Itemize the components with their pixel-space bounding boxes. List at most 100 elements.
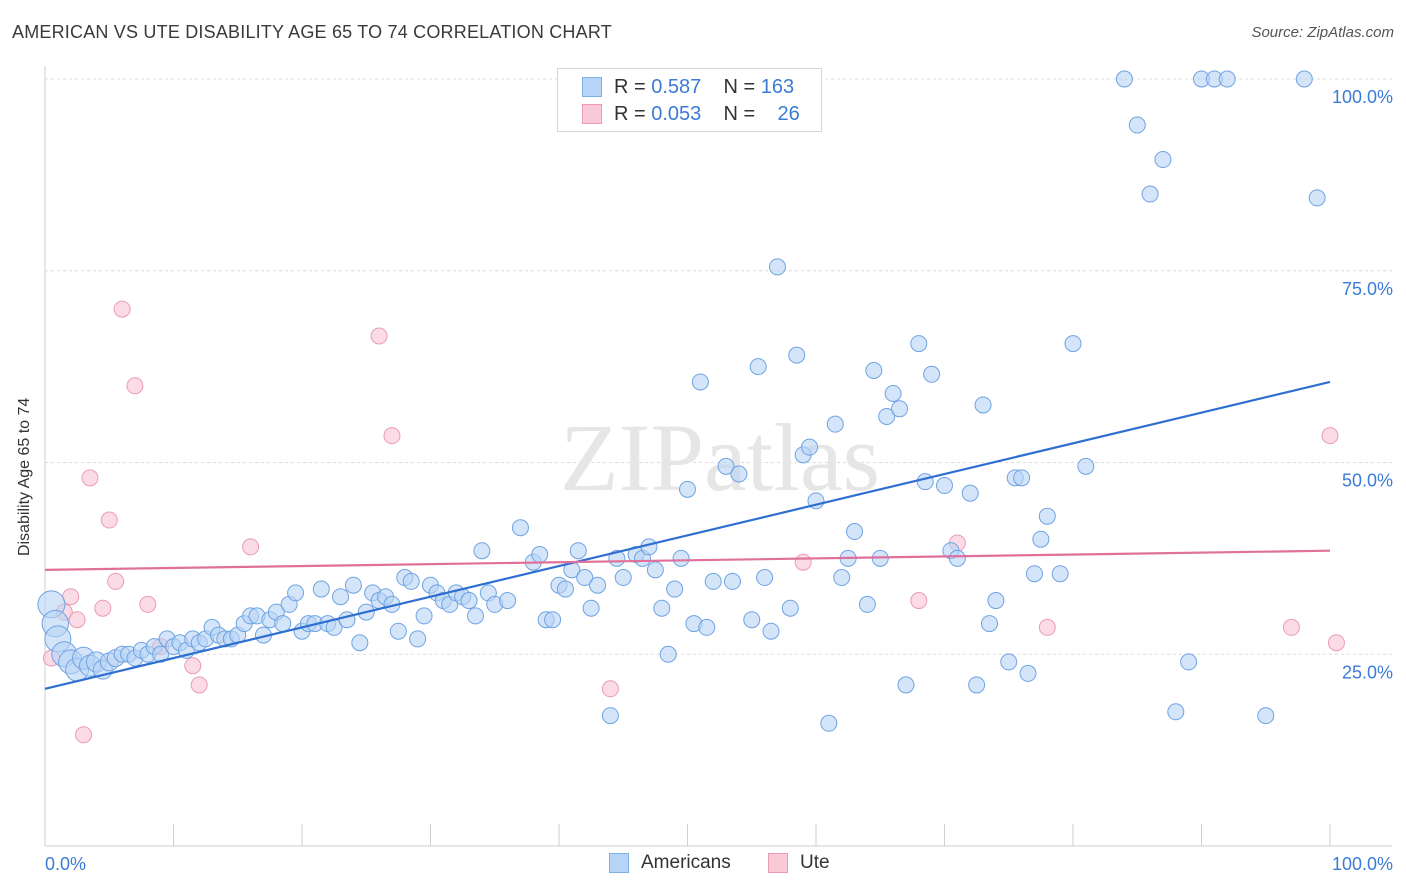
americans-point	[659, 645, 677, 663]
americans-point	[287, 584, 305, 602]
ute-trend-line	[44, 549, 1331, 571]
americans-point	[402, 572, 420, 590]
source-label: Source: ZipAtlas.com	[1251, 24, 1394, 41]
americans-point	[762, 622, 780, 640]
americans-point	[891, 400, 909, 418]
americans-point	[846, 523, 864, 541]
americans-point	[961, 484, 979, 502]
legend-n-value: 26	[777, 102, 800, 125]
americans-point	[865, 361, 883, 379]
americans-point	[974, 396, 992, 414]
americans-point	[781, 599, 799, 617]
americans-point	[312, 580, 330, 598]
legend-n-value: 163	[760, 75, 795, 98]
americans-point	[1064, 335, 1082, 353]
americans-point	[351, 634, 369, 652]
americans-point	[460, 592, 478, 610]
americans-point	[1038, 507, 1056, 525]
americans-point	[344, 576, 362, 594]
legend-row-americans: R = 0.587 N = 163	[582, 75, 794, 99]
americans-point	[576, 569, 594, 587]
legend-n-label: N =	[723, 75, 756, 98]
americans-point	[1141, 185, 1159, 203]
americans-point	[338, 611, 356, 629]
legend-item-ute: Ute	[768, 852, 830, 874]
americans-point	[910, 335, 928, 353]
americans-point	[544, 611, 562, 629]
americans-point	[1013, 469, 1031, 487]
bottom-legend: Americans Ute	[0, 852, 1406, 878]
americans-point	[1025, 565, 1043, 583]
americans-point	[897, 676, 915, 694]
ute-swatch	[768, 853, 788, 873]
ute-swatch	[582, 104, 602, 124]
ute-point	[383, 427, 401, 445]
americans-point	[389, 622, 407, 640]
americans-swatch	[609, 853, 629, 873]
americans-point	[884, 384, 902, 402]
ute-point	[910, 592, 928, 610]
americans-point	[274, 615, 292, 633]
americans-point	[1308, 189, 1326, 207]
ute-point	[81, 469, 99, 487]
americans-point	[582, 599, 600, 617]
americans-point	[511, 519, 529, 537]
americans-point	[749, 358, 767, 376]
legend-box: R = 0.587 N = 163 R = 0.053 N = 26	[557, 68, 822, 132]
x-tick-label: 0.0%	[45, 854, 86, 874]
americans-point	[923, 365, 941, 383]
legend-r-label: R =	[614, 75, 646, 98]
americans-point	[1115, 70, 1133, 88]
americans-point	[1295, 70, 1313, 88]
ute-point	[113, 300, 131, 318]
americans-trend-line	[44, 380, 1331, 690]
americans-point	[948, 549, 966, 567]
americans-point	[691, 373, 709, 391]
americans-point	[531, 546, 549, 564]
americans-swatch	[582, 77, 602, 97]
americans-point	[980, 615, 998, 633]
americans-point	[826, 415, 844, 433]
americans-point	[987, 592, 1005, 610]
ute-point	[68, 611, 86, 629]
ute-point	[601, 680, 619, 698]
americans-point	[1032, 530, 1050, 548]
americans-point	[672, 549, 690, 567]
y-tick-label: 100.0%	[1332, 87, 1393, 107]
americans-point	[409, 630, 427, 648]
chart-title: AMERICAN VS UTE DISABILITY AGE 65 TO 74 …	[12, 22, 612, 42]
americans-point	[589, 576, 607, 594]
americans-point	[666, 580, 684, 598]
americans-point	[968, 676, 986, 694]
americans-point	[1077, 457, 1095, 475]
americans-point	[743, 611, 761, 629]
y-tick-label: 50.0%	[1342, 471, 1393, 491]
ute-point	[1327, 634, 1345, 652]
americans-point	[704, 572, 722, 590]
legend-label-ute: Ute	[800, 852, 830, 873]
legend-n-label: N =	[723, 102, 756, 125]
americans-point	[1167, 703, 1185, 721]
ute-point	[126, 377, 144, 395]
americans-point	[801, 438, 819, 456]
americans-point	[768, 258, 786, 276]
ute-point	[1282, 618, 1300, 636]
legend-row-ute: R = 0.053 N = 26	[582, 102, 800, 126]
americans-point	[1257, 707, 1275, 725]
ute-point	[107, 572, 125, 590]
americans-point	[679, 480, 696, 498]
ute-point	[94, 599, 112, 617]
americans-point	[717, 457, 735, 475]
y-tick-label: 75.0%	[1342, 279, 1393, 299]
y-tick-label: 25.0%	[1342, 662, 1393, 682]
legend-r-value: 0.053	[651, 102, 702, 125]
americans-point	[1128, 116, 1146, 134]
americans-point	[646, 561, 664, 579]
americans-point	[332, 588, 350, 606]
americans-point	[466, 607, 484, 625]
americans-point	[1154, 151, 1172, 169]
americans-point	[1218, 70, 1236, 88]
americans-point	[723, 572, 741, 590]
americans-point	[916, 473, 934, 491]
